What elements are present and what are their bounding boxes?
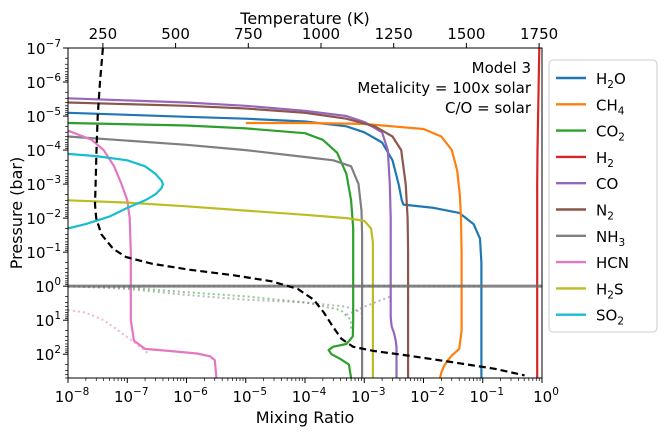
y-tick-label: 101 bbox=[35, 310, 61, 330]
x-tick-label: 10−6 bbox=[173, 386, 208, 406]
y-tick-label: 10−2 bbox=[26, 208, 61, 228]
x-axis-ticks: 10−8 10−7 10−6 10−5 10−4 10−3 10−2 10−1 100 bbox=[55, 378, 559, 406]
top-tick-label: 750 bbox=[234, 25, 263, 43]
annotation-model: Model 3 bbox=[472, 59, 531, 77]
series-line-co2 bbox=[68, 121, 355, 378]
series-line-h2 bbox=[536, 48, 541, 378]
legend-label-nh3: NH3 bbox=[596, 228, 625, 249]
x-axis-label: Mixing Ratio bbox=[256, 408, 355, 427]
series-line-h2s bbox=[68, 199, 374, 378]
series-line-hcn bbox=[68, 129, 218, 378]
series-layer bbox=[68, 48, 542, 378]
x-tick-label: 10−2 bbox=[410, 386, 445, 406]
y-tick-label: 100 bbox=[35, 276, 61, 296]
x-tick-label: 10−1 bbox=[469, 386, 504, 406]
series-line-so2 bbox=[68, 152, 164, 230]
top-tick-label: 500 bbox=[161, 25, 190, 43]
y-tick-label: 10−5 bbox=[26, 106, 61, 126]
top-tick-label: 250 bbox=[89, 25, 118, 43]
top-tick-label: 1500 bbox=[447, 25, 485, 43]
legend-label-so2: SO2 bbox=[596, 307, 624, 328]
annotation-metalicity: Metalicity = 100x solar bbox=[357, 79, 531, 97]
top-axis-label: Temperature (K) bbox=[239, 9, 369, 28]
legend-label-co2: CO2 bbox=[596, 123, 625, 144]
top-tick-label: 1250 bbox=[375, 25, 413, 43]
y-tick-label: 10−1 bbox=[26, 242, 61, 262]
legend-label-h2o: H2O bbox=[596, 70, 626, 91]
x-tick-label: 10−8 bbox=[55, 386, 90, 406]
series-line-co bbox=[68, 97, 398, 378]
legend: H2O CH4 CO2 H2 CO N2 NH3 HCN H2S SO2 bbox=[548, 59, 658, 333]
legend-label-ch4: CH4 bbox=[596, 96, 625, 117]
series-dotted-co2 bbox=[68, 285, 353, 331]
y-tick-label: 102 bbox=[35, 344, 61, 364]
x-tick-label: 10−3 bbox=[351, 386, 386, 406]
series-dotted-hcn bbox=[68, 309, 149, 354]
legend-label-hcn: HCN bbox=[596, 254, 629, 272]
x-tick-label: 10−5 bbox=[232, 386, 267, 406]
legend-label-h2s: H2S bbox=[596, 280, 624, 301]
legend-label-co: CO bbox=[596, 175, 618, 193]
x-tick-label: 10−4 bbox=[292, 386, 327, 406]
model-annotation: Model 3 Metalicity = 100x solar C/O = so… bbox=[357, 59, 531, 117]
top-axis-ticks: 250 500 750 1000 1250 1500 1750 bbox=[89, 25, 558, 48]
y-axis-label: Pressure (bar) bbox=[7, 157, 26, 269]
y-tick-label: 10−7 bbox=[26, 38, 61, 58]
series-line-n2 bbox=[68, 101, 410, 378]
legend-label-n2: N2 bbox=[596, 202, 614, 223]
legend-box bbox=[548, 59, 658, 333]
annotation-co-ratio: C/O = solar bbox=[445, 99, 532, 117]
y-tick-label: 10−3 bbox=[26, 174, 61, 194]
top-tick-label: 1750 bbox=[520, 25, 558, 43]
legend-label-h2: H2 bbox=[596, 149, 614, 170]
series-line-nh3 bbox=[68, 135, 364, 378]
top-tick-label: 1000 bbox=[302, 25, 340, 43]
y-tick-label: 10−4 bbox=[26, 140, 61, 160]
x-tick-label: 100 bbox=[533, 386, 559, 406]
y-axis-ticks: 10−7 10−6 10−5 10−4 10−3 10−2 10−1 100 101 102 bbox=[26, 38, 68, 379]
temperature-profile-line bbox=[93, 48, 525, 377]
plot-area bbox=[68, 48, 542, 378]
y-tick-label: 10−6 bbox=[26, 72, 61, 92]
x-tick-label: 10−7 bbox=[114, 386, 149, 406]
